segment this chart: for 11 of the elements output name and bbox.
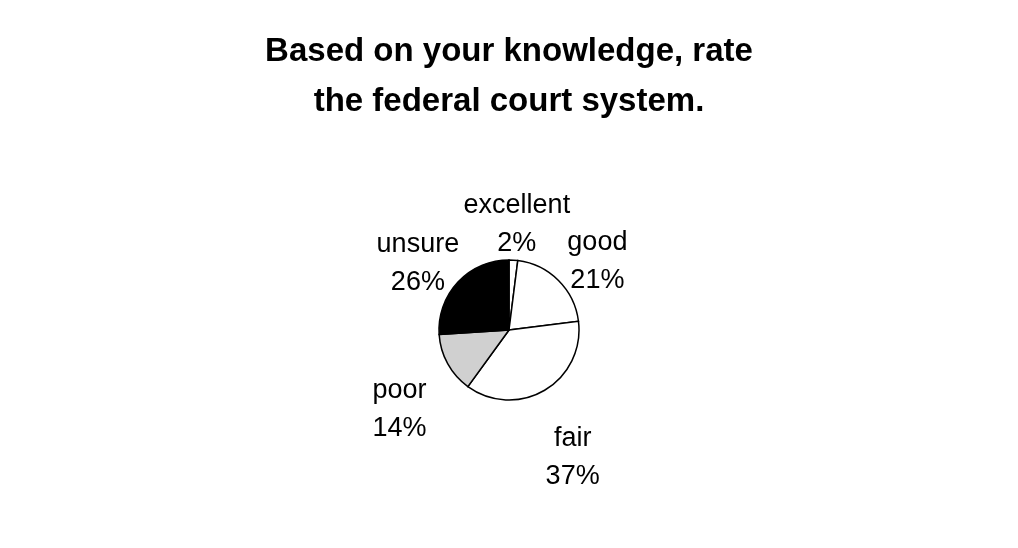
data-label: 26% — [390, 266, 445, 297]
chart-title: Based on your knowledge, rate the federal court system. — [265, 31, 753, 118]
data-label: 2% — [497, 227, 537, 258]
slice-label: unsure — [376, 228, 460, 259]
data-label: 37% — [545, 459, 600, 490]
data-label: 14% — [372, 412, 427, 443]
slice-label: excellent — [463, 189, 571, 220]
slice-label: poor — [372, 374, 427, 405]
data-label: 21% — [570, 263, 625, 294]
slice-label: fair — [553, 421, 592, 452]
slice-label: good — [567, 225, 628, 256]
